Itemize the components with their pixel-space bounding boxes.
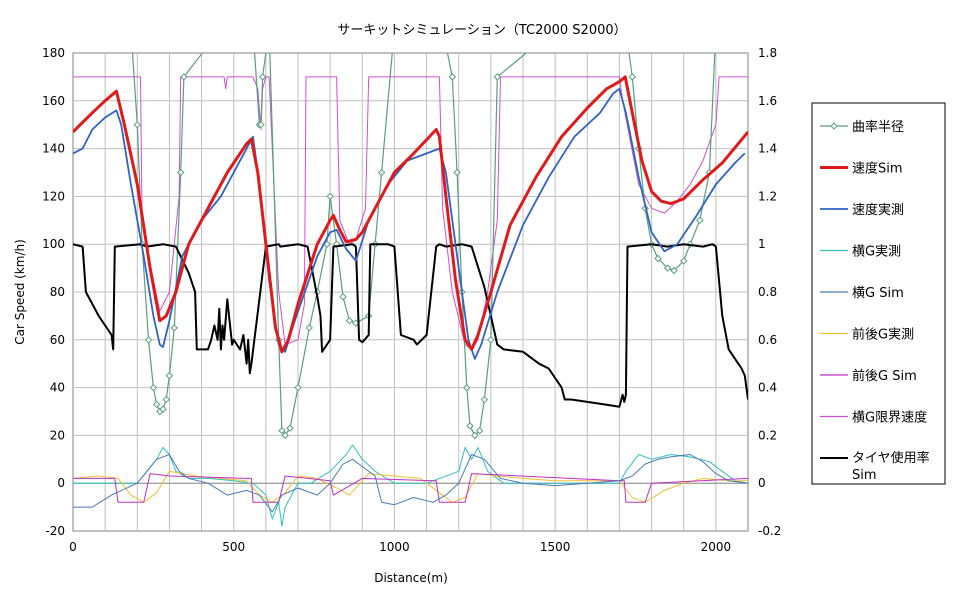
legend-marker <box>830 122 838 130</box>
curvature-point <box>133 120 141 129</box>
curvature-point <box>453 168 461 177</box>
curvature-point <box>165 371 174 380</box>
curvature-point <box>176 168 185 177</box>
legend-label-7: 横G限界速度 <box>852 410 927 426</box>
curvature-point <box>305 324 313 332</box>
x-tick-label: 1500 <box>540 540 571 554</box>
curvature-point <box>326 192 334 201</box>
y-tick-label: 160 <box>42 94 65 108</box>
y-tick-label: 20 <box>50 428 65 442</box>
y-axis-label: Car Speed (km/h) <box>13 239 27 345</box>
y2-tick-label: 1.2 <box>758 189 777 203</box>
series-line-0 <box>131 53 716 436</box>
series-line-2 <box>73 87 746 360</box>
series-line-4 <box>73 454 748 513</box>
y2-tick-label: 0.8 <box>758 285 777 299</box>
curvature-point <box>663 264 672 272</box>
curvature-point <box>493 73 501 81</box>
y-tick-label: 120 <box>42 189 65 203</box>
y2-tick-label: 1 <box>758 237 766 251</box>
curvature-point <box>170 324 178 332</box>
y-tick-label: 60 <box>50 333 65 347</box>
curvature-point <box>345 316 354 325</box>
curvature-point <box>257 120 265 129</box>
curvature-point <box>680 257 688 265</box>
y2-tick-label: 0.2 <box>758 428 777 442</box>
x-tick-label: 0 <box>69 540 77 554</box>
curvature-point <box>448 73 456 81</box>
curvature-point <box>281 431 289 440</box>
curvature-point <box>144 336 153 344</box>
curvature-point <box>670 266 678 275</box>
y2-axis-ticks: -0.2 0 0.2 0.4 0.6 0.8 1 1.2 1.4 1.6 1.8 <box>758 46 781 538</box>
curvature-point <box>696 216 704 225</box>
series-line-8 <box>73 243 748 408</box>
series-line-6 <box>73 473 748 503</box>
curvature-point <box>466 422 474 430</box>
curvature-point <box>480 395 489 404</box>
chart-title: サーキットシミュレーション（TC2000 S2000） <box>337 23 626 38</box>
curvature-point <box>463 383 471 392</box>
legend-label-2: 速度実測 <box>852 202 904 218</box>
grid <box>73 53 748 531</box>
curvature-point <box>339 293 347 301</box>
curvature-point <box>286 424 294 432</box>
curvature-point <box>149 383 158 392</box>
y-tick-label: 0 <box>57 476 65 490</box>
curvature-point <box>628 73 636 81</box>
y2-tick-label: 1.4 <box>758 142 777 156</box>
x-axis-label: Distance(m) <box>374 571 448 585</box>
x-tick-label: 2000 <box>701 540 732 554</box>
legend-label-3: 横G実測 <box>852 244 901 260</box>
legend-label-4: 横G Sim <box>852 286 904 301</box>
curvature-point <box>377 168 386 177</box>
curvature-point <box>162 395 170 404</box>
curvature-point <box>180 73 188 81</box>
legend-label-6: 前後G Sim <box>852 368 917 384</box>
curvature-point <box>487 336 495 344</box>
curvature-point <box>258 73 267 81</box>
curvature-point <box>471 431 479 440</box>
y-tick-label: 180 <box>42 46 65 60</box>
series-line-1 <box>73 75 748 354</box>
curvature-point <box>278 426 286 435</box>
curvature-point <box>654 254 662 263</box>
y2-tick-label: 1.6 <box>758 94 777 108</box>
y2-tick-label: 0.4 <box>758 381 777 395</box>
y-tick-label: 100 <box>42 237 65 251</box>
y-tick-label: 40 <box>50 381 65 395</box>
x-tick-label: 1000 <box>379 540 410 554</box>
series-line-5 <box>73 470 748 503</box>
series-line-3 <box>73 444 748 527</box>
curvature-point <box>159 405 167 413</box>
x-tick-label: 500 <box>222 540 245 554</box>
y-tick-label: 140 <box>42 142 65 156</box>
y2-tick-label: 0 <box>758 476 766 490</box>
curvature-point <box>152 400 161 409</box>
y-tick-label: 80 <box>50 285 65 299</box>
curvature-point <box>475 426 484 435</box>
legend-label-8: タイヤ使用率 Sim <box>852 450 930 483</box>
curvature-point <box>294 383 302 392</box>
series-layer <box>73 53 748 527</box>
y2-tick-label: 0.6 <box>758 333 777 347</box>
y2-tick-label: 1.8 <box>758 46 777 60</box>
y2-tick-label: -0.2 <box>758 524 781 538</box>
legend-label-0: 曲率半径 <box>852 119 904 135</box>
y-axis-ticks: -20 0 20 40 60 80 100 120 140 160 180 <box>42 46 65 538</box>
legend-label-1: 速度Sim <box>852 161 903 177</box>
x-axis-ticks: 0 500 1000 1500 2000 <box>69 540 731 554</box>
y-tick-label: -20 <box>45 524 65 538</box>
legend-label-5: 前後G実測 <box>852 327 914 343</box>
